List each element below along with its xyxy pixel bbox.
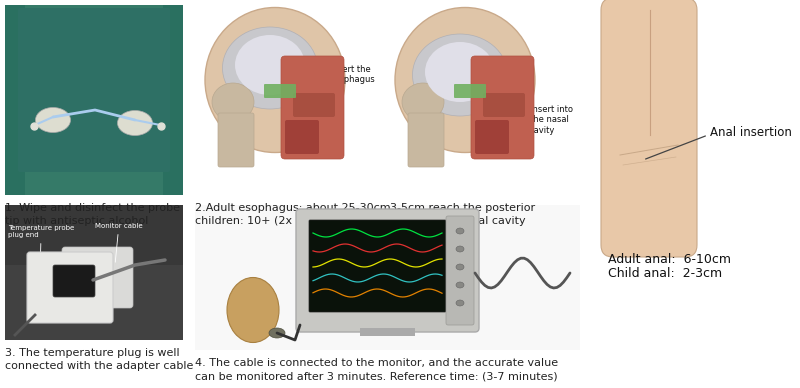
Text: Insert into
the nasal
cavity: Insert into the nasal cavity (506, 103, 573, 135)
FancyBboxPatch shape (309, 220, 446, 312)
FancyBboxPatch shape (293, 93, 335, 117)
Text: Adult anal:  6-10cm: Adult anal: 6-10cm (608, 253, 731, 266)
Ellipse shape (205, 7, 345, 152)
Text: 3. The temperature plug is well
connected with the adapter cable: 3. The temperature plug is well connecte… (5, 348, 194, 371)
Ellipse shape (456, 246, 464, 252)
FancyBboxPatch shape (27, 252, 113, 323)
Bar (5, 5, 183, 195)
Text: 2.Adult esophagus: about 25-30cm,
children: 10+ (2x age/3): 2.Adult esophagus: about 25-30cm, childr… (195, 203, 394, 226)
Ellipse shape (222, 27, 318, 109)
Ellipse shape (425, 42, 495, 102)
FancyBboxPatch shape (218, 113, 254, 167)
FancyBboxPatch shape (285, 120, 319, 154)
Ellipse shape (402, 83, 444, 121)
FancyBboxPatch shape (281, 56, 344, 159)
Ellipse shape (212, 83, 254, 121)
Text: Insert the
esophagus: Insert the esophagus (288, 65, 376, 89)
FancyBboxPatch shape (18, 8, 170, 172)
Text: Temperature probe
plug end: Temperature probe plug end (8, 225, 74, 272)
Ellipse shape (227, 277, 279, 343)
Ellipse shape (235, 35, 305, 95)
Bar (5, 265, 183, 340)
Ellipse shape (395, 7, 535, 152)
Text: Anal insertion: Anal insertion (710, 125, 792, 139)
Ellipse shape (269, 328, 285, 338)
Text: 1. Wipe and disinfect the probe
tip with antiseptic alcohol: 1. Wipe and disinfect the probe tip with… (5, 203, 180, 226)
Text: 4. The cable is connected to the monitor, and the accurate value
can be monitore: 4. The cable is connected to the monitor… (195, 358, 558, 381)
Ellipse shape (456, 264, 464, 270)
FancyBboxPatch shape (446, 216, 474, 325)
FancyBboxPatch shape (483, 93, 525, 117)
Bar (360, 328, 415, 336)
Text: Monitor cable: Monitor cable (95, 223, 142, 262)
FancyBboxPatch shape (62, 247, 133, 308)
FancyBboxPatch shape (645, 195, 685, 245)
Ellipse shape (35, 107, 70, 132)
FancyBboxPatch shape (608, 195, 648, 245)
Bar (5, 205, 183, 340)
Ellipse shape (456, 228, 464, 234)
Ellipse shape (456, 300, 464, 306)
FancyBboxPatch shape (454, 84, 486, 98)
FancyBboxPatch shape (475, 120, 509, 154)
Text: Child anal:  2-3cm: Child anal: 2-3cm (608, 267, 722, 280)
Ellipse shape (456, 282, 464, 288)
Bar (25, 5, 163, 195)
FancyBboxPatch shape (53, 265, 95, 297)
FancyBboxPatch shape (264, 84, 296, 98)
FancyBboxPatch shape (296, 209, 479, 332)
Bar (195, 205, 580, 350)
FancyBboxPatch shape (408, 113, 444, 167)
Ellipse shape (118, 111, 153, 135)
FancyBboxPatch shape (471, 56, 534, 159)
Ellipse shape (413, 34, 507, 116)
FancyBboxPatch shape (601, 0, 697, 257)
Text: 3-5cm reach the posterior
court of the nasal cavity: 3-5cm reach the posterior court of the n… (390, 203, 535, 226)
